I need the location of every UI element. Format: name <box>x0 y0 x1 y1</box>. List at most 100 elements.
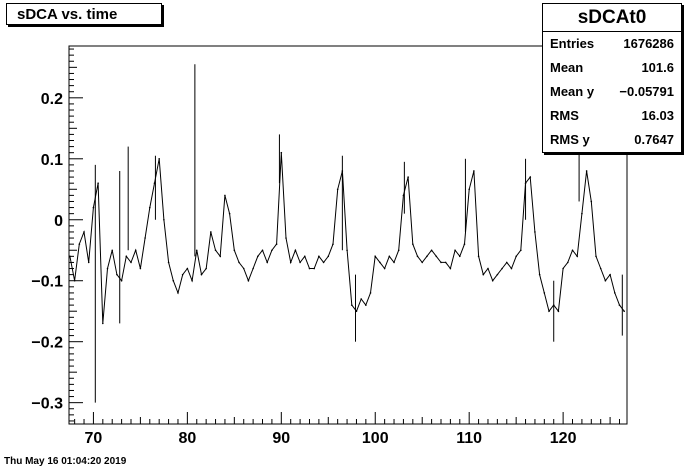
data-point <box>205 267 207 270</box>
data-point <box>313 267 315 270</box>
data-point <box>379 261 381 264</box>
data-point <box>426 255 428 258</box>
stats-value: −0.05791 <box>619 84 674 99</box>
data-point <box>200 273 203 276</box>
x-tick-label: 110 <box>456 430 482 447</box>
data-point <box>534 231 536 233</box>
data-point <box>393 261 395 264</box>
data-point <box>609 273 611 276</box>
data-point <box>543 292 546 294</box>
data-point <box>369 292 372 294</box>
data-point <box>238 261 240 264</box>
data-point <box>562 267 564 270</box>
data-point <box>571 249 574 252</box>
data-point <box>454 249 456 252</box>
data-point <box>407 176 409 178</box>
y-tick-label: 0 <box>54 213 63 230</box>
data-point <box>242 267 245 270</box>
data-point <box>581 212 583 215</box>
data-point <box>613 292 616 294</box>
y-tick-label: 0.1 <box>41 152 63 169</box>
data-point <box>346 249 348 252</box>
data-point <box>78 243 81 245</box>
axes-layer: 70 80 90 100 110 120 −0.3 −0.2 −0.1 0 0.1 0.2 <box>31 48 620 447</box>
data-point <box>186 267 189 270</box>
data-point <box>618 304 621 306</box>
timestamp: Thu May 16 01:04:20 2019 <box>4 456 127 467</box>
data-point <box>383 267 386 270</box>
data-point <box>266 261 269 264</box>
data-point <box>285 237 287 239</box>
data-point <box>116 273 118 276</box>
data-point <box>327 255 330 258</box>
data-point <box>468 188 470 191</box>
data-point <box>177 292 179 294</box>
stats-value: 0.7647 <box>634 132 674 147</box>
data-point <box>576 255 579 258</box>
x-tick-label: 90 <box>272 430 290 447</box>
data-point <box>595 255 597 258</box>
data-point <box>299 261 301 264</box>
data-point <box>102 322 104 325</box>
data-point <box>440 261 442 264</box>
y-tick-label: −0.3 <box>31 396 63 413</box>
data-point <box>548 310 550 313</box>
data-point <box>257 255 259 258</box>
data-point <box>308 267 311 270</box>
data-point <box>219 255 222 258</box>
plot-area-border <box>68 45 628 425</box>
data-point <box>482 273 485 276</box>
series-line <box>69 152 625 324</box>
data-point <box>271 249 273 252</box>
data-point <box>529 176 532 178</box>
data-point <box>336 188 339 191</box>
data-point <box>510 267 513 270</box>
data-point <box>181 273 184 276</box>
plot-frame <box>68 45 628 425</box>
data-point <box>280 151 283 154</box>
data-point <box>163 218 165 221</box>
data-point <box>247 279 250 282</box>
stats-row-mean: Mean 101.6 <box>543 56 681 80</box>
stats-title: sDCAt0 <box>543 4 681 32</box>
stats-label: RMS y <box>550 132 590 147</box>
data-point <box>585 170 588 172</box>
data-point <box>449 267 452 270</box>
data-point <box>388 255 391 258</box>
data-point <box>538 273 541 276</box>
data-point <box>224 194 226 197</box>
data-point <box>444 261 447 264</box>
data-point <box>106 267 109 270</box>
data-point <box>318 255 320 258</box>
x-tick-label: 80 <box>178 430 196 447</box>
data-point <box>210 231 212 233</box>
data-point <box>303 255 306 258</box>
x-tick-label: 120 <box>550 430 577 447</box>
data-point <box>435 255 438 258</box>
data-point <box>412 243 414 245</box>
stats-value: 101.6 <box>641 60 674 75</box>
data-point <box>144 237 146 239</box>
y-tick-label: −0.1 <box>31 274 63 291</box>
stats-value: 16.03 <box>641 108 674 123</box>
stats-label: Entries <box>550 36 595 51</box>
data-point <box>501 267 503 270</box>
data-point <box>604 279 607 282</box>
data-point <box>172 279 175 282</box>
data-point <box>623 310 625 313</box>
data-point <box>332 243 334 245</box>
chart-title: sDCA vs. time <box>6 3 162 25</box>
data-point <box>463 243 466 245</box>
data-point <box>252 267 254 270</box>
y-tick-label: −0.2 <box>31 335 63 352</box>
stats-row-rms-y: RMS y 0.7647 <box>543 128 681 152</box>
stats-label: Mean y <box>550 84 595 99</box>
data-point <box>294 249 297 252</box>
data-point <box>153 182 156 184</box>
data-point <box>97 182 99 184</box>
data-point <box>487 267 489 270</box>
data-point <box>87 261 90 264</box>
stats-box: sDCAt0 Entries 1676286 Mean 101.6 Mean y… <box>542 3 682 153</box>
data-point <box>520 249 522 252</box>
data-point <box>228 212 231 215</box>
